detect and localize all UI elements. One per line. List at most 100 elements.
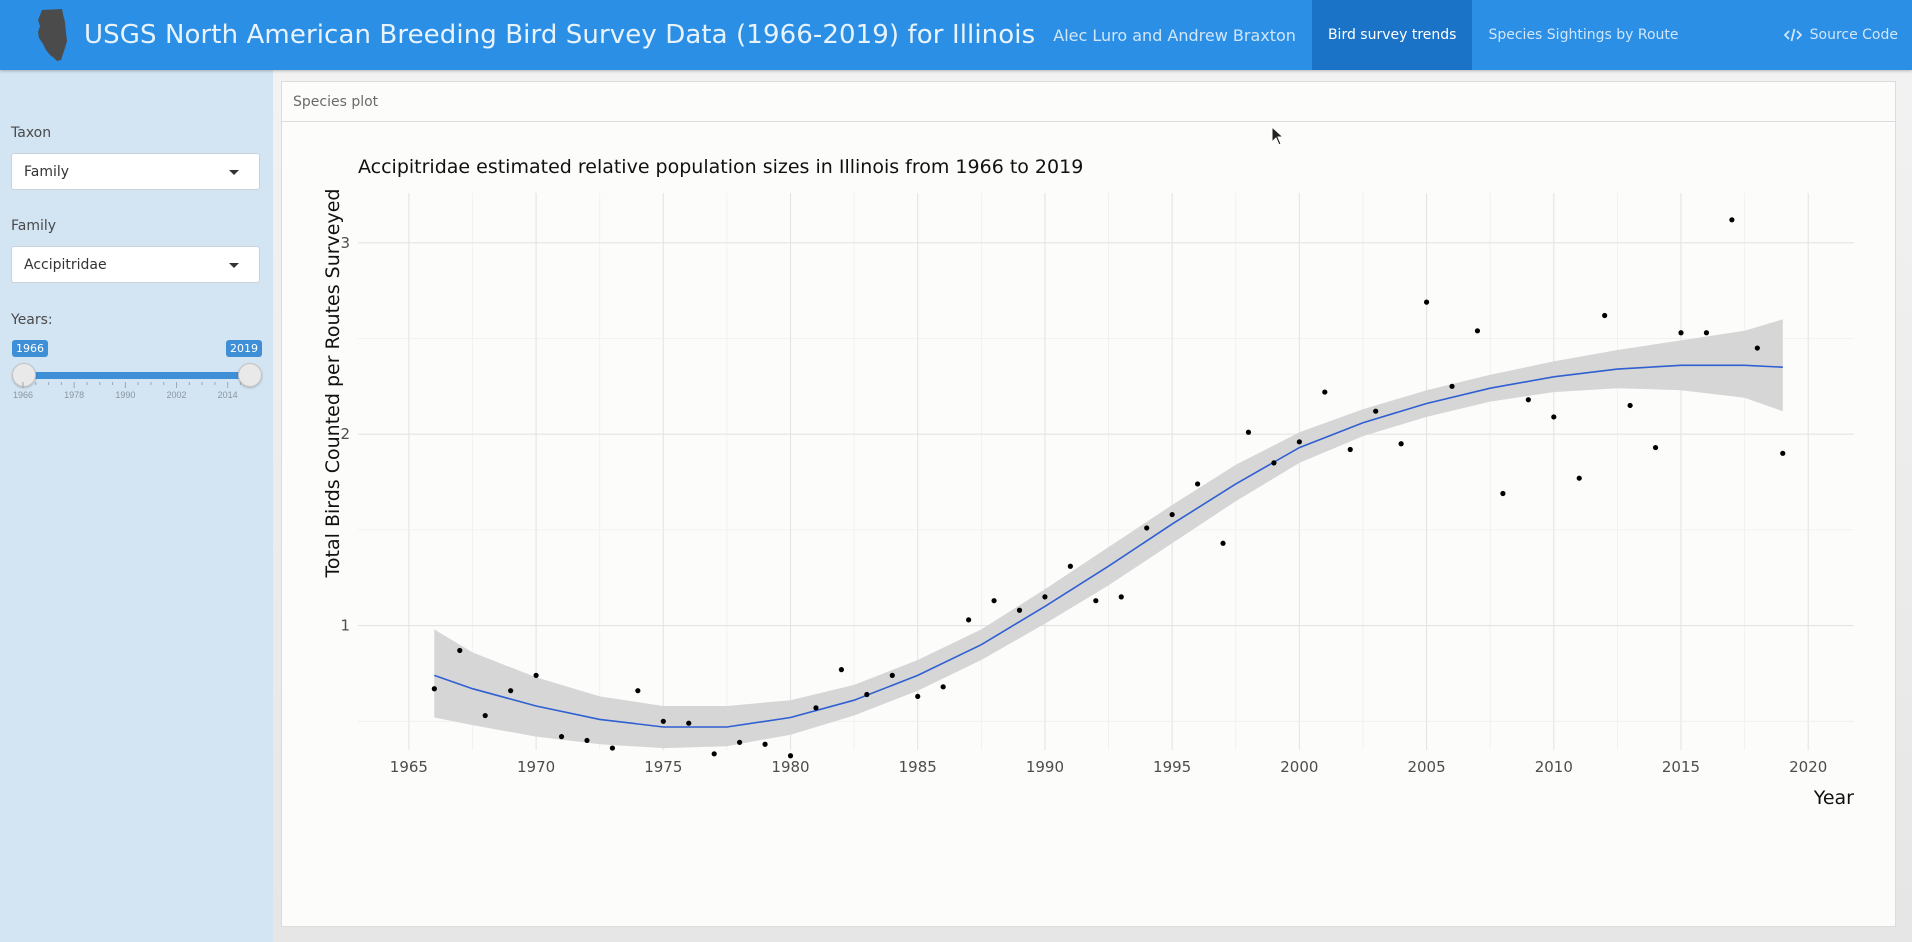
data-point [1500,490,1506,497]
data-point [864,691,870,698]
data-point [915,693,921,700]
data-point [737,739,743,745]
x-tick-label: 1975 [644,758,682,776]
x-tick-label: 2020 [1789,758,1827,776]
x-tick-label: 1980 [771,758,809,776]
data-point [1423,299,1430,305]
family-select-value: Accipitridae [24,256,107,273]
data-point [1118,594,1124,600]
data-point [1551,414,1557,420]
mouse-pointer-icon [1271,126,1285,146]
x-tick-label: 2005 [1407,758,1445,776]
x-tick-label: 1970 [517,758,555,776]
slider-to-badge: 2019 [226,340,262,357]
data-point [838,667,845,673]
x-tick-label: 1965 [390,758,428,776]
tab-bird-survey-trends[interactable]: Bird survey trends [1311,0,1473,70]
slider-ticks: 1966 1978 1990 2002 2014 [13,382,241,400]
data-point [1678,330,1684,336]
data-point [991,598,997,604]
x-tick-label: 1990 [1026,758,1064,776]
data-point [635,688,641,694]
data-point [940,684,946,690]
data-point [813,705,819,711]
illinois-logo-icon [24,0,80,70]
data-point [1398,441,1404,447]
data-point [787,753,794,759]
data-point [1449,383,1455,389]
chevron-down-icon [229,170,239,175]
data-point [609,745,616,751]
data-point [1067,563,1073,569]
slider-tick-label: 2014 [218,390,238,400]
taxon-select[interactable]: Family [11,153,260,190]
confidence-band [434,319,1783,749]
slider-tick-label: 1990 [115,390,135,400]
authors-text: Alec Luro and Andrew Braxton [1053,25,1296,45]
data-point [1169,511,1175,518]
data-point [1652,444,1659,451]
taxon-select-value: Family [24,163,70,180]
source-code-label: Source Code [1809,27,1898,43]
chevron-down-icon [229,263,239,268]
family-label: Family [11,218,57,234]
data-point [1373,408,1379,414]
data-point [1576,475,1582,481]
data-point [762,741,768,747]
data-point [1245,429,1252,435]
data-point [1703,330,1710,336]
source-code-link[interactable]: Source Code [1783,27,1898,43]
slider-tick-label: 1978 [64,390,84,400]
app-title: USGS North American Breeding Bird Survey… [84,20,1036,50]
data-point [1271,460,1277,466]
chart-title: Accipitridae estimated relative populati… [358,156,1083,178]
taxon-label: Taxon [11,125,52,141]
years-range-slider[interactable]: 1966 2019 1966 1978 1990 2002 2014 [12,336,262,400]
x-tick-label: 2000 [1280,758,1318,776]
slider-tick-label: 2002 [166,390,186,400]
trend-line [434,364,1783,728]
data-point [1322,389,1328,395]
sidebar: Taxon Family Family Accipitridae Years: … [0,70,273,942]
slider-from-badge: 1966 [12,340,48,357]
data-point [1220,540,1226,546]
slider-from-handle[interactable] [12,363,36,387]
family-select[interactable]: Accipitridae [11,246,260,283]
data-point [1729,217,1735,223]
slider-track[interactable] [23,372,249,379]
x-axis-label: Year [1813,787,1854,809]
y-tick-label: 2 [340,425,350,443]
species-plot-panel: Species plot 1965 1970 1975 1980 1985 1990 199… [281,81,1896,927]
data-point [558,734,565,740]
species-plot-chart: 1965 1970 1975 1980 1985 1990 1995 2000 2005 2010… [282,123,1895,927]
data-point [1474,328,1481,334]
data-point [1194,481,1201,487]
data-point [1627,402,1633,409]
data-point [508,688,514,694]
data-point [1144,525,1150,531]
slider-tick-label: 1966 [13,390,33,400]
data-point [482,712,488,719]
panel-title: Species plot [282,82,1895,122]
data-point [889,672,895,678]
y-axis-label: Total Birds Counted per Routes Surveyed [322,189,344,579]
data-point [1525,397,1531,403]
code-icon [1783,28,1802,42]
data-point [1602,312,1608,319]
y-tick-label: 1 [340,617,350,635]
data-point [686,720,692,726]
tab-species-sightings-by-route[interactable]: Species Sightings by Route [1488,27,1679,43]
data-point [1016,607,1023,613]
x-tick-label: 2015 [1662,758,1700,776]
data-point [1296,439,1302,445]
data-point [431,686,437,692]
slider-to-handle[interactable] [238,363,262,387]
data-point [711,751,717,757]
data-point [1042,594,1048,600]
data-point [1093,598,1099,604]
x-tick-label: 1985 [899,758,937,776]
years-label: Years: [11,312,53,328]
data-point [1347,446,1353,453]
data-point [1780,450,1786,456]
x-tick-label: 2010 [1535,758,1573,776]
